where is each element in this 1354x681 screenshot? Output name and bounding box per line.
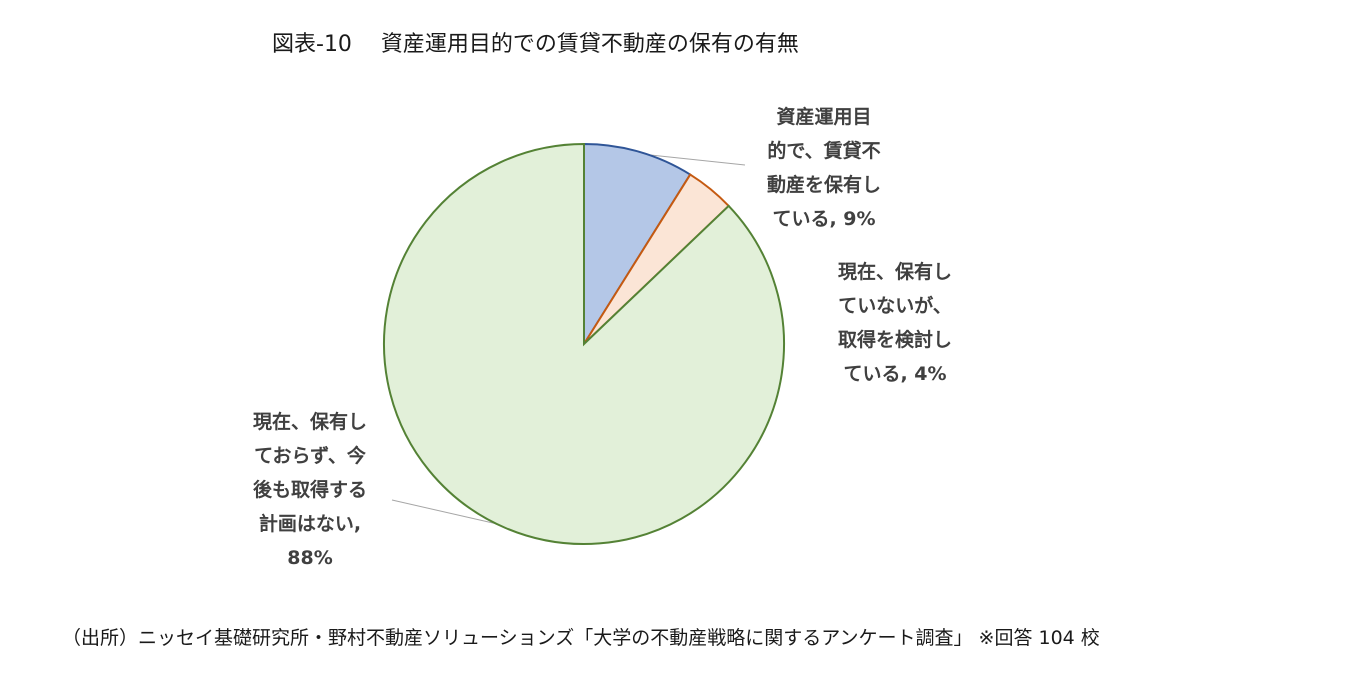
pie-slice-holding — [583, 142, 692, 348]
slice-label-considering: 現在、保有し ていないが、 取得を検討し ている, 4% — [837, 261, 952, 385]
pie-slice-no-plan — [383, 142, 785, 545]
chart-title: 図表-10 資産運用目的での賃貸不動産の保有の有無 — [272, 32, 799, 57]
source-note: （出所）ニッセイ基礎研究所・野村不動産ソリューションズ「大学の不動産戦略に関する… — [62, 627, 1100, 649]
slice-label-holding: 資産運用目 的で、賃貸不 動産を保有し ている, 9% — [766, 106, 881, 230]
leader-line — [638, 153, 746, 166]
slice-label-no-plan: 現在、保有し ておらず、今 後も取得する 計画はない, 88% — [252, 411, 367, 569]
leader-line — [391, 499, 507, 527]
